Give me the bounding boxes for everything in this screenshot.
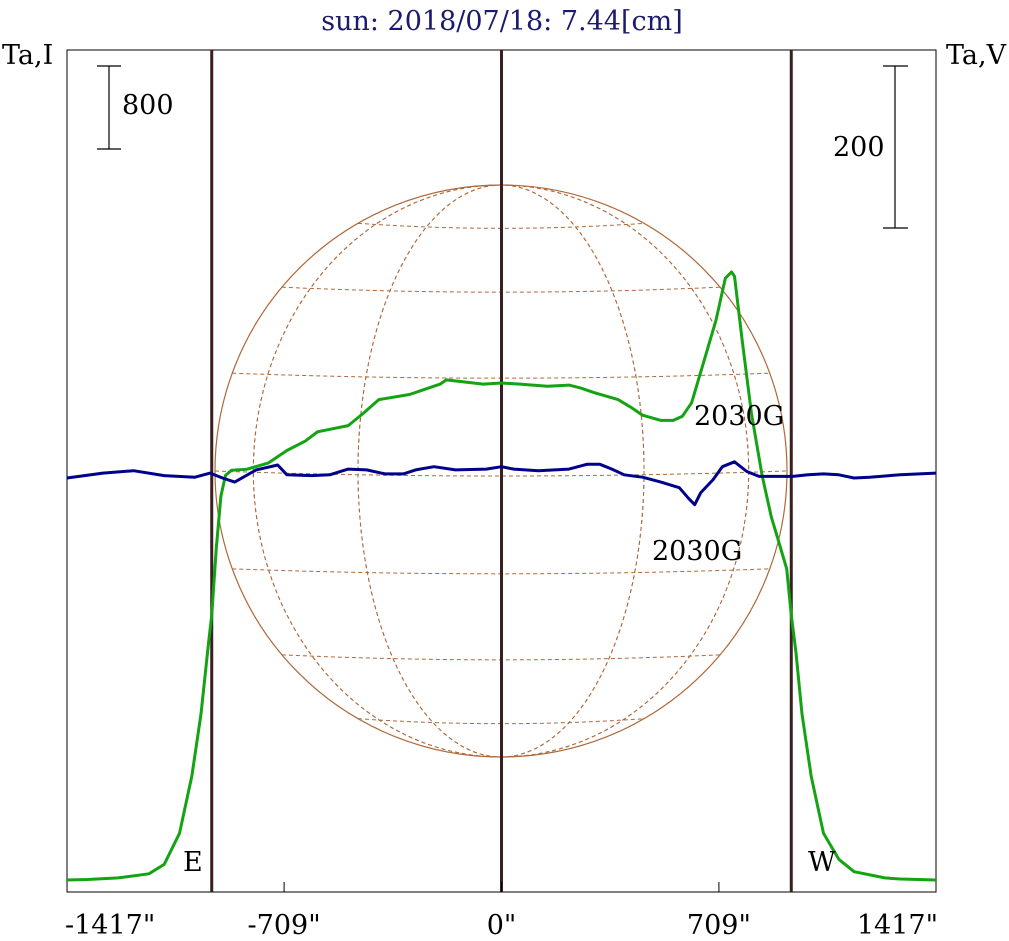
x-tick-label: 1417"	[857, 910, 938, 941]
limb-label-east: E	[183, 847, 203, 878]
left-axis-label: Ta,I	[2, 40, 53, 71]
limb-lines	[210, 50, 793, 892]
latitude-line	[214, 470, 788, 477]
series-line-polarization	[66, 460, 937, 507]
series-line-intensity	[66, 270, 937, 882]
x-tick-label: -709"	[248, 910, 321, 941]
x-axis-ticks: -1417" -709" 0" 709" 1417"	[65, 882, 938, 941]
scale-bar-right: 200	[833, 65, 908, 229]
x-tick-label: 0"	[487, 910, 517, 941]
chart-title: sun: 2018/07/18: 7.44[cm]	[321, 6, 683, 37]
x-tick-label: 709"	[687, 910, 751, 941]
annotation-label: 2030G	[652, 536, 742, 567]
x-tick-label: -1417"	[65, 910, 155, 941]
scale-bar-right-label: 200	[833, 132, 885, 163]
scale-bar-left: 800	[97, 65, 174, 150]
annotation-label: 2030G	[694, 401, 784, 432]
right-axis-label: Ta,V	[946, 40, 1007, 71]
limb-label-west: W	[808, 847, 836, 878]
scale-bar-left-label: 800	[122, 90, 174, 121]
